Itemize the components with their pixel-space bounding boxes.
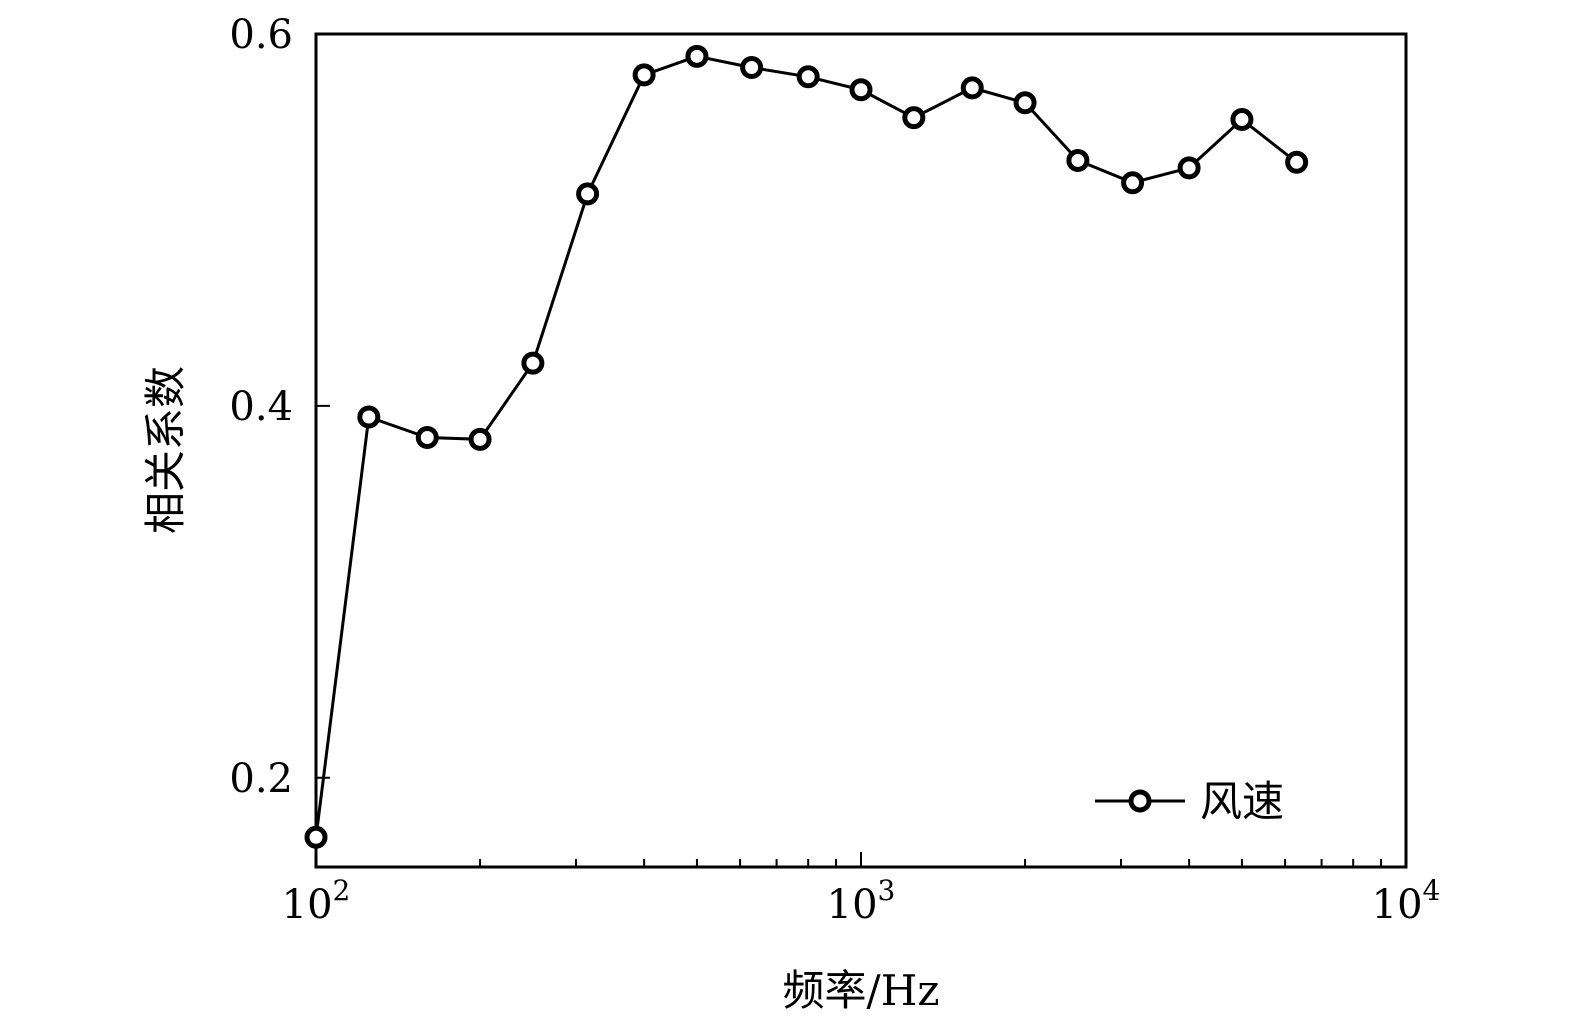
ticks-layer: 102 103 104 0.2 0.4 0.6	[229, 12, 1440, 928]
data-point	[1177, 156, 1201, 180]
series-line	[314, 54, 1298, 838]
y-tick-label: 0.4	[229, 384, 293, 430]
data-point	[304, 825, 328, 849]
data-point	[796, 65, 820, 89]
legend-label: 风速	[1200, 777, 1284, 826]
data-point	[415, 425, 439, 449]
data-point	[468, 427, 492, 451]
data-point	[1066, 148, 1090, 172]
x-tick-label: 104	[1372, 874, 1441, 928]
y-tick-label: 0.2	[229, 756, 293, 802]
data-point	[849, 78, 873, 102]
y-tick-label: 0.6	[229, 12, 293, 58]
data-point	[576, 182, 600, 206]
data-point	[632, 63, 656, 87]
data-point	[1121, 171, 1145, 195]
data-point	[1013, 91, 1037, 115]
y-axis-label: 相关系数	[141, 366, 190, 534]
legend-marker	[1128, 789, 1152, 813]
x-tick-label: 103	[827, 874, 896, 928]
data-point	[740, 55, 764, 79]
data-point	[1285, 150, 1309, 174]
data-point	[902, 106, 926, 130]
x-axis-label: 频率/Hz	[783, 966, 940, 1015]
data-point	[1230, 108, 1254, 132]
data-point	[357, 405, 381, 429]
data-point	[960, 76, 984, 100]
x-tick-label: 102	[282, 874, 351, 928]
data-point	[685, 44, 709, 68]
legend: 风速	[1095, 777, 1284, 826]
series-layer	[304, 44, 1309, 849]
data-point	[521, 351, 545, 375]
